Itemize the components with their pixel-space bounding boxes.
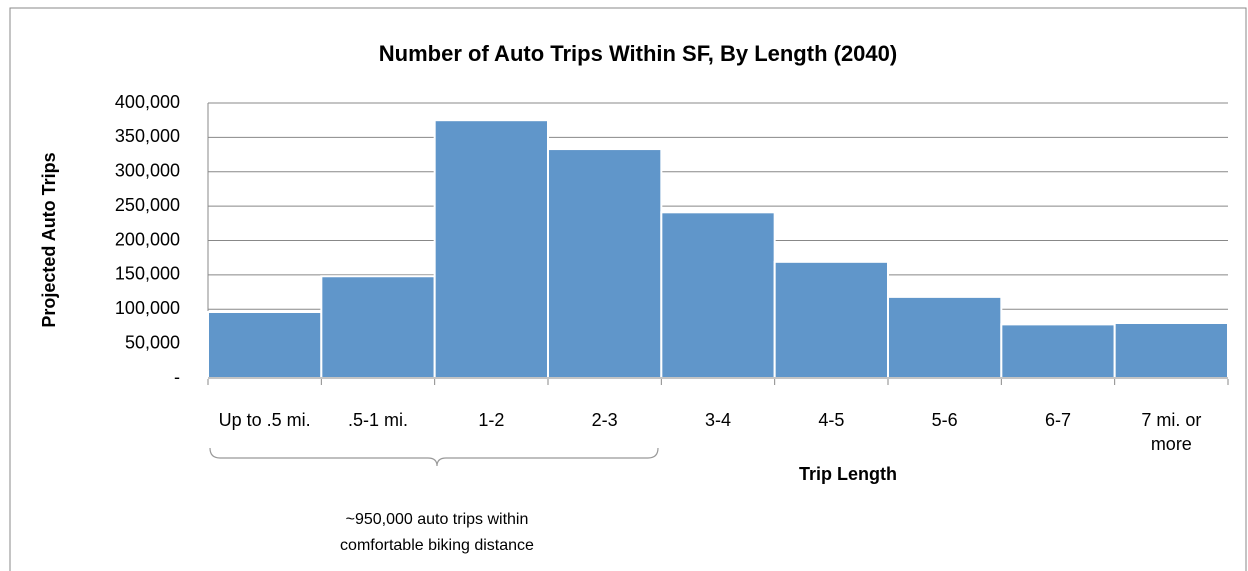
y-axis-title: Projected Auto Trips bbox=[39, 152, 59, 327]
x-tick-label: 4-5 bbox=[818, 410, 845, 430]
y-tick-label: 50,000 bbox=[125, 332, 180, 352]
x-tick-label: 7 mi. or more bbox=[1141, 410, 1202, 454]
x-tick-label: 3-4 bbox=[704, 410, 731, 430]
y-tick-label: 350,000 bbox=[115, 126, 180, 146]
y-tick-label: 150,000 bbox=[115, 264, 180, 284]
bar bbox=[207, 311, 323, 379]
bar bbox=[1000, 323, 1116, 379]
x-tick-label: 6-7 bbox=[1044, 410, 1071, 430]
y-tick-label: 200,000 bbox=[115, 229, 180, 249]
x-tick-label: 5-6 bbox=[931, 410, 958, 430]
x-axis-title: Trip Length bbox=[799, 464, 897, 484]
annotation: ~950,000 auto trips within bbox=[346, 511, 529, 528]
bar bbox=[433, 119, 549, 379]
bar bbox=[1113, 322, 1229, 379]
brace bbox=[209, 447, 659, 467]
y-tick-label: 250,000 bbox=[115, 195, 180, 215]
bar bbox=[547, 148, 663, 379]
y-tick-label: - bbox=[174, 367, 180, 387]
x-tick-label: Up to .5 mi. bbox=[218, 410, 311, 430]
y-tick-label: 400,000 bbox=[115, 92, 180, 112]
y-tick-label: 300,000 bbox=[115, 161, 180, 181]
bar bbox=[660, 211, 776, 379]
x-tick-label: 2-3 bbox=[591, 410, 618, 430]
y-tick-label: 100,000 bbox=[115, 298, 180, 318]
x-tick-label: .5-1 mi. bbox=[347, 410, 408, 430]
bar bbox=[773, 260, 890, 379]
bar bbox=[887, 295, 1003, 379]
annotation: comfortable biking distance bbox=[340, 537, 534, 554]
x-tick-label: 1-2 bbox=[478, 410, 505, 430]
chart-title: Number of Auto Trips Within SF, By Lengt… bbox=[379, 41, 897, 66]
bar bbox=[320, 275, 436, 379]
